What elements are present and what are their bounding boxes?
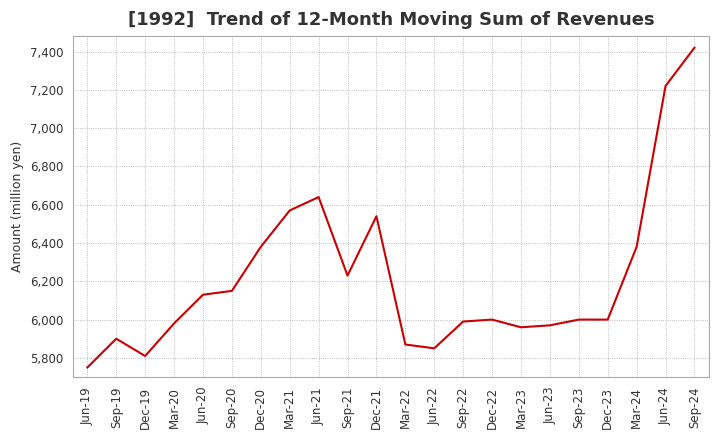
Title: [1992]  Trend of 12-Month Moving Sum of Revenues: [1992] Trend of 12-Month Moving Sum of R… [127, 11, 654, 29]
Y-axis label: Amount (million yen): Amount (million yen) [11, 141, 24, 272]
